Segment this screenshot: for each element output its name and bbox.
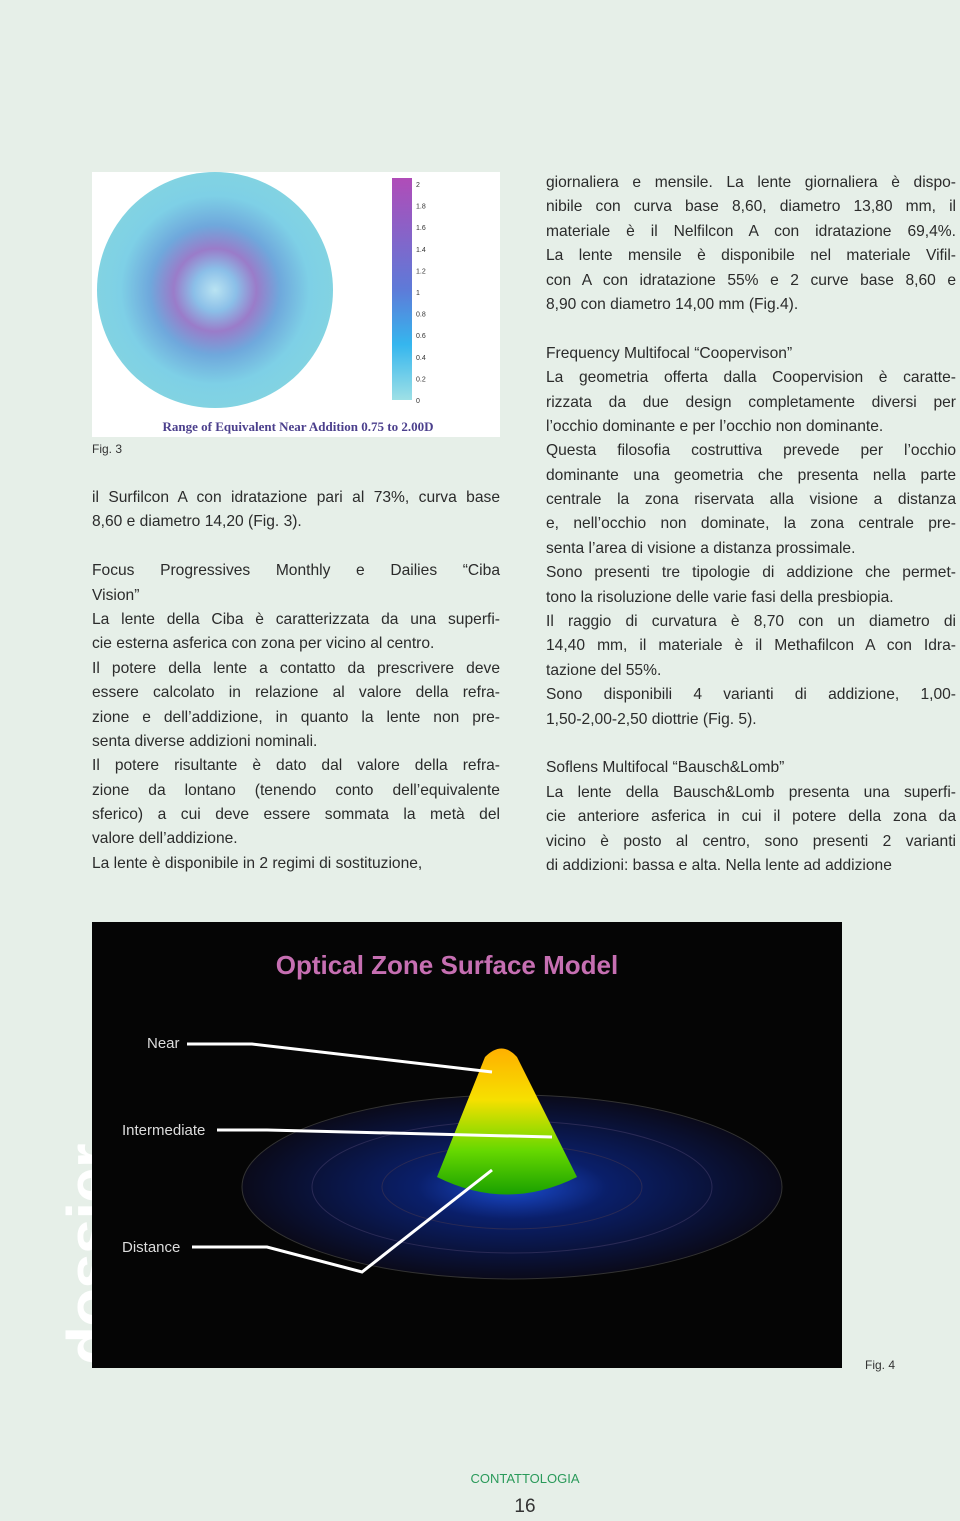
text-line: Sono disponibili 4 varianti di addizione…	[546, 686, 956, 704]
paragraph: giornaliera e mensile. La lente giornali…	[546, 171, 956, 317]
text-line: vicino è posto al centro, sono presenti …	[546, 832, 956, 850]
lens-map	[97, 172, 333, 408]
text-line: cie anteriore asferica in cui il potere …	[546, 808, 956, 826]
text-column: il Surfilcon A con idratazione pari al 7…	[92, 486, 500, 901]
text-line: zione e dell’addizione, in quanto la len…	[92, 708, 500, 726]
text-line: Sono presenti tre tipologie di addizione…	[546, 564, 956, 582]
paragraph: il Surfilcon A con idratazione pari al 7…	[92, 486, 500, 535]
paragraph: Sono presenti tre tipologie di addizione…	[546, 561, 956, 610]
paragraph: Frequency Multifocal “Coopervison”	[546, 342, 956, 366]
zone-label: Distance	[122, 1239, 180, 1256]
text-line: Il raggio di curvatura è 8,70 con un dia…	[546, 613, 956, 631]
text-block: Frequency Multifocal “Coopervison” La geo…	[546, 342, 956, 732]
text-line: La lente della Ciba è caratterizzata da …	[92, 610, 500, 628]
paragraph: Il potere risultante è dato dal valore d…	[92, 754, 500, 852]
text-block: Soflens Multifocal “Bausch&Lomb” La lente…	[546, 756, 956, 878]
text-line: 14,40 mm, il materiale è il Methafilcon …	[546, 637, 956, 655]
text-block: il Surfilcon A con idratazione pari al 7…	[92, 486, 500, 535]
scale-label: 1.2	[416, 268, 426, 275]
optical-cone	[437, 1048, 577, 1195]
text-line: materiale è il Nelfilcon A con idratazio…	[546, 222, 956, 240]
text-line: nibile con curva base 8,60, diametro 13,…	[546, 198, 956, 216]
text-line: cie esterna asferica con zona per vicino…	[92, 635, 435, 653]
text-column: giornaliera e mensile. La lente giornali…	[546, 171, 956, 903]
figure-title: Optical Zone Surface Model	[276, 950, 618, 980]
scale-label: 2	[416, 182, 420, 189]
paragraph: Il potere della lente a contatto da pres…	[92, 657, 500, 755]
text-line: centrale la zona riservata alla visione …	[546, 491, 956, 509]
scale-label: 0.6	[416, 333, 426, 340]
text-line: tazione del 55%.	[546, 661, 662, 679]
paragraph: Il raggio di curvatura è 8,70 con un dia…	[546, 610, 956, 683]
text-line: sferico) a cui deve essere sommata la me…	[92, 806, 500, 824]
text-line: Soflens Multifocal “Bausch&Lomb”	[546, 759, 785, 777]
text-line: giornaliera e mensile. La lente giornali…	[546, 174, 956, 191]
figure-label: Fig. 4	[865, 1358, 896, 1372]
figure-caption: Range of Equivalent Near Addition 0.75 t…	[163, 419, 434, 434]
text-line: La lente è disponibile in 2 regimi di so…	[92, 854, 423, 872]
scale-labels: 2 1.8 1.6 1.4 1.2 1 0.8 0.6 0.4 0.2 0	[416, 182, 426, 405]
text-line: Frequency Multifocal “Coopervison”	[546, 344, 793, 362]
scale-label: 1	[416, 290, 420, 297]
zone-label: Intermediate	[122, 1122, 205, 1139]
text-line: dominante una geometria che presenta nel…	[546, 466, 956, 484]
text-line: e, nell’occhio non dominate, la zona cen…	[546, 515, 956, 533]
text-line: valore dell’addizione.	[92, 830, 238, 848]
scale-label: 0.4	[416, 355, 426, 362]
scale-label: 0	[416, 398, 420, 405]
text-block: giornaliera e mensile. La lente giornali…	[546, 171, 956, 317]
text-line: con A con idratazione 55% e 2 curve base…	[546, 271, 956, 289]
text-line: di addizioni: bassa e alta. Nella lente …	[546, 856, 892, 874]
text-line: La geometria offerta dalla Coopervision …	[546, 369, 956, 387]
paragraph: La lente è disponibile in 2 regimi di so…	[92, 852, 500, 876]
text-line: senta l’area di visione a distanza pross…	[546, 539, 856, 557]
scale-label: 1.4	[416, 247, 426, 254]
scale-label: 0.8	[416, 312, 426, 319]
paragraph: La lente della Ciba è caratterizzata da …	[92, 608, 500, 657]
text-line: La lente mensile è disponibile nel mater…	[546, 247, 956, 265]
color-scale	[392, 178, 412, 400]
text-line: zione da lontano (tenendo conto dell’equ…	[92, 781, 500, 799]
text-line: 8,60 e diametro 14,20 (Fig. 3).	[92, 513, 302, 531]
figure-label: Fig. 3	[92, 442, 123, 456]
text-line: Il potere risultante è dato dal valore d…	[92, 757, 500, 775]
pointer-lines	[187, 1042, 553, 1274]
paragraph: La lente della Bausch&Lomb presenta una …	[546, 781, 956, 879]
figure-4: Optical Zone Surface Model Near Intermed…	[92, 922, 842, 1368]
text-line: essere calcolato in relazione al valore …	[92, 684, 500, 702]
paragraph: La geometria offerta dalla Coopervision …	[546, 366, 956, 439]
text-line: La lente della Bausch&Lomb presenta una …	[546, 783, 956, 801]
text-line: Vision”	[92, 586, 140, 604]
scale-label: 1.8	[416, 204, 426, 211]
text-line: rizzata da due design completamente dive…	[546, 393, 956, 411]
text-line: 8,90 con diametro 14,00 mm (Fig.4).	[546, 295, 799, 313]
text-line: Il potere della lente a contatto da pres…	[92, 659, 500, 677]
text-line: 1,50-2,00-2,50 diottrie (Fig. 5).	[546, 710, 757, 728]
text-line: il Surfilcon A con idratazione pari al 7…	[92, 489, 500, 506]
text-line: tono la risoluzione delle varie fasi del…	[546, 588, 894, 606]
text-line: l’occhio dominante e per l’occhio non do…	[546, 417, 884, 435]
text-block: Focus Progressives Monthly e Dailies “Ci…	[92, 559, 500, 876]
scale-label: 0.2	[416, 376, 426, 383]
paragraph: Focus Progressives Monthly e Dailies “Ci…	[92, 559, 500, 608]
text-line: senta diverse addizioni nominali.	[92, 732, 318, 750]
page-number: 16	[514, 1496, 536, 1517]
paragraph: Questa filosofia costruttiva prevede per…	[546, 439, 956, 561]
figure-3: 2 1.8 1.6 1.4 1.2 1 0.8 0.6 0.4 0.2 0 Range of Equ…	[92, 172, 500, 437]
paragraph: Sono disponibili 4 varianti di addizione…	[546, 683, 956, 732]
text-line: Questa filosofia costruttiva prevede per…	[546, 442, 956, 460]
paragraph: Soflens Multifocal “Bausch&Lomb”	[546, 756, 956, 780]
text-line: Focus Progressives Monthly e Dailies “Ci…	[92, 562, 500, 580]
section-name: CONTATTOLOGIA	[470, 1471, 580, 1486]
scale-label: 1.6	[416, 225, 426, 232]
zone-label: Near	[147, 1035, 180, 1052]
